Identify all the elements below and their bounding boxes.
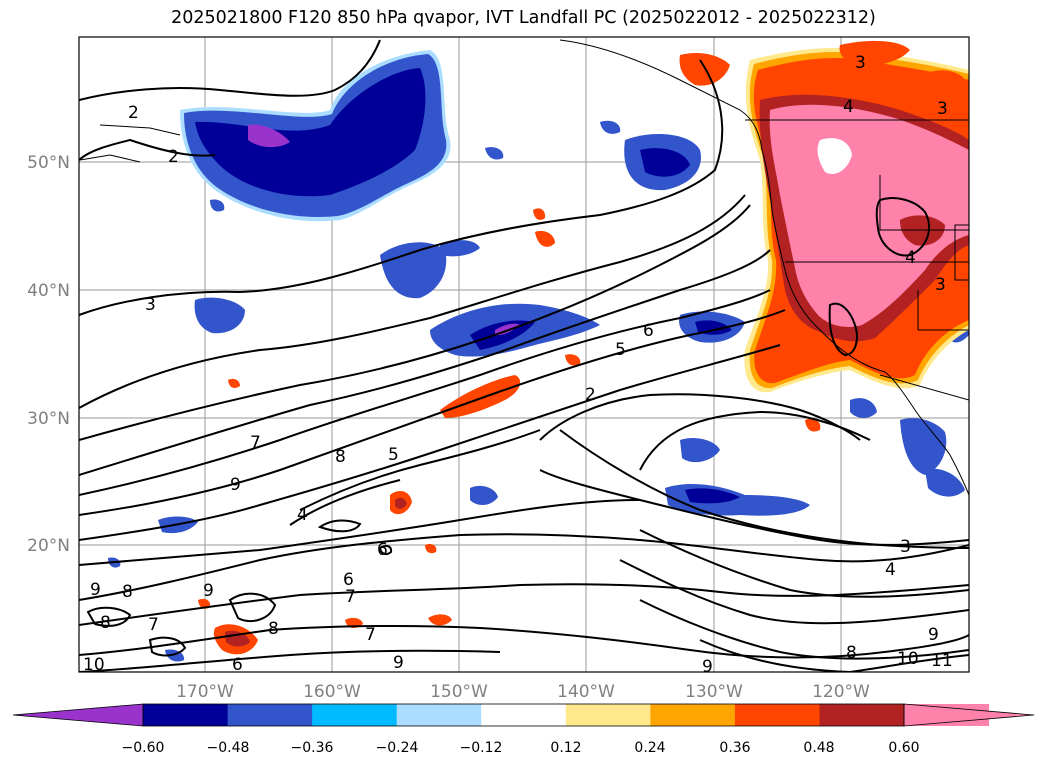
contour-label: 7 (250, 433, 261, 453)
contour-label: 4 (843, 97, 854, 117)
contour-label: 3 (935, 275, 946, 295)
colorbar-tick-label: −0.60 (122, 740, 165, 756)
longitude-labels: 170°W 160°W 150°W 140°W 130°W 120°W (176, 682, 870, 702)
contour-label: 6 (643, 321, 654, 341)
contour-label: 9 (702, 657, 713, 677)
contour-label: 8 (100, 613, 111, 633)
contour-label: 3 (937, 99, 948, 119)
colorbar-outline (142, 703, 905, 727)
colorbar-segment (734, 704, 820, 726)
contour-label: 6 (343, 570, 354, 590)
contour-label: 3 (145, 295, 156, 315)
contour-label: 8 (846, 643, 857, 663)
colorbar-segment (481, 704, 567, 726)
contour-label: 7 (148, 615, 159, 635)
contour-label: 2 (168, 147, 179, 167)
contour-label: 10 (83, 655, 105, 675)
lat-label: 50°N (27, 153, 70, 173)
colorbar-segment (396, 704, 482, 726)
lon-label: 150°W (430, 682, 488, 702)
colorbar-tick-label: 0.48 (803, 740, 834, 756)
contour-label: 10 (897, 649, 919, 669)
contour-label: 8 (335, 447, 346, 467)
colorbar-tick-label: −0.24 (376, 740, 419, 756)
colorbar-tick-label: −0.12 (460, 740, 503, 756)
colorbar-tick-label: −0.48 (207, 740, 250, 756)
ivt-contours (79, 39, 969, 672)
contour-label: 4 (885, 560, 896, 580)
colorbar-segment (227, 704, 313, 726)
contour-label: 7 (365, 625, 376, 645)
negative-qvapor-regions (108, 50, 969, 662)
contour-label: 2 (128, 103, 139, 123)
positive-qvapor-regions (198, 40, 969, 655)
lon-label: 140°W (557, 682, 615, 702)
contour-label: 8 (268, 619, 279, 639)
lat-label: 20°N (27, 536, 70, 556)
contour-label: 11 (931, 651, 953, 671)
lat-label: 40°N (27, 281, 70, 301)
contour-label: 9 (393, 653, 404, 673)
contour-label: 9 (90, 580, 101, 600)
colorbar-segment (650, 704, 736, 726)
colorbar-segment (143, 704, 229, 726)
latitude-labels: 50°N 40°N 30°N 20°N (27, 153, 70, 556)
contour-label: 4 (297, 505, 308, 525)
lon-label: 130°W (685, 682, 743, 702)
map-title: 2025021800 F120 850 hPa qvapor, IVT Land… (171, 8, 876, 28)
contour-label: 2 (585, 385, 596, 405)
colorbar-tick-label: −0.36 (291, 740, 334, 756)
contour-label: 9 (928, 625, 939, 645)
lon-label: 170°W (176, 682, 234, 702)
contour-label: 6 (377, 540, 388, 560)
map-layers: 2 2 3 3 3 4 4 3 6 5 2 7 8 9 5 4 6 9 8 7 … (79, 37, 969, 677)
contour-label: 3 (900, 537, 911, 557)
colorbar-tick-label: 0.36 (719, 740, 750, 756)
contour-label: 3 (855, 53, 866, 73)
contour-label: 9 (230, 475, 241, 495)
contour-label: 5 (388, 445, 399, 465)
lat-label: 30°N (27, 409, 70, 429)
contour-labels: 2 2 3 3 3 4 4 3 6 5 2 7 8 9 5 4 6 9 8 7 … (83, 53, 953, 677)
lon-label: 160°W (303, 682, 361, 702)
contour-label: 4 (905, 248, 916, 268)
colorbar-tick-labels: −0.60 −0.48 −0.36 −0.24 −0.12 0.12 0.24 … (122, 740, 920, 756)
map-frame (78, 36, 970, 673)
contour-label: 6 (232, 655, 243, 675)
contour-label: 5 (615, 340, 626, 360)
colorbar-segment (565, 704, 651, 726)
lon-label: 120°W (812, 682, 870, 702)
colorbar-tick-label: 0.12 (550, 740, 581, 756)
colorbar (12, 703, 1035, 727)
colorbar-extend-left (12, 703, 144, 727)
coastlines (79, 39, 969, 496)
contour-label: 9 (203, 581, 214, 601)
contour-label: 8 (122, 582, 133, 602)
colorbar-segment (819, 704, 905, 726)
colorbar-segment (312, 704, 398, 726)
colorbar-tick-label: 0.24 (634, 740, 665, 756)
contour-label: 7 (345, 587, 356, 607)
colorbar-tick-label: 0.60 (888, 740, 919, 756)
